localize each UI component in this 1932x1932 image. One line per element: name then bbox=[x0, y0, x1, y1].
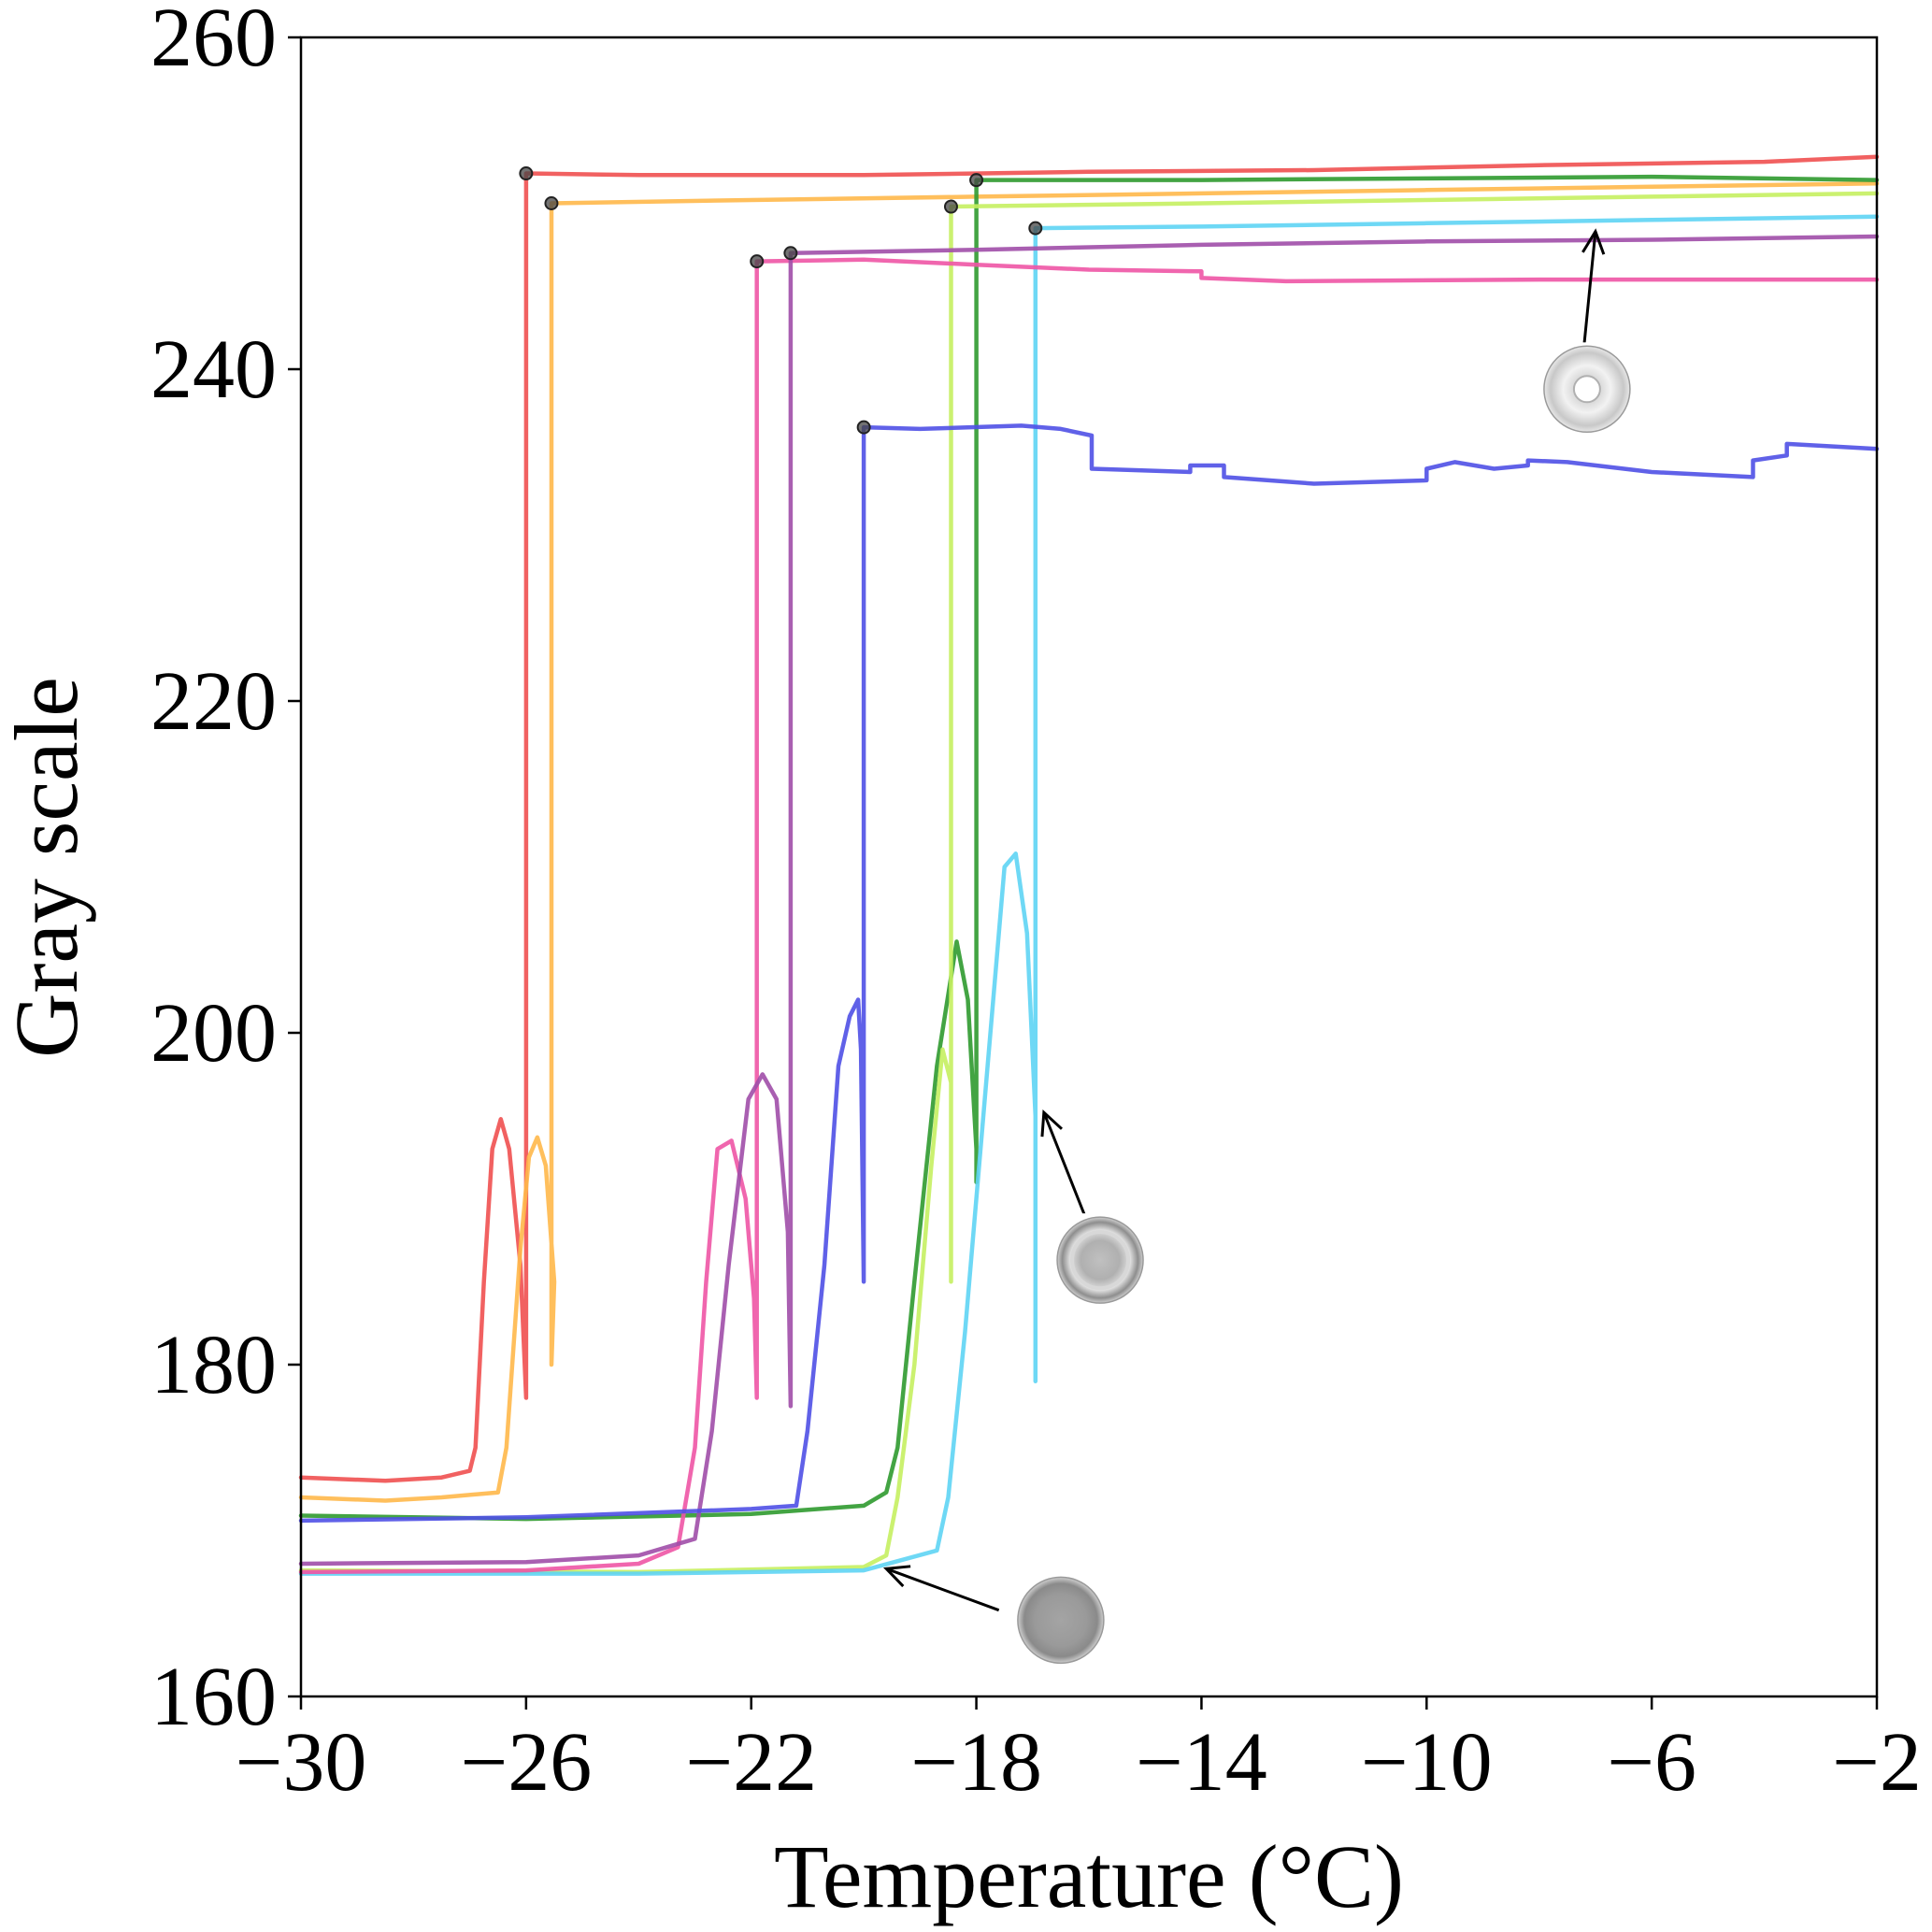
liquid-droplet-image bbox=[1017, 1576, 1105, 1665]
x-tick-label: −6 bbox=[1607, 1716, 1696, 1809]
series-line-5 bbox=[298, 214, 1880, 1576]
y-axis: 160 180 200 220 240 260 bbox=[150, 0, 301, 1743]
series-line-6 bbox=[298, 257, 1880, 1575]
y-axis-label: Gray scale bbox=[0, 677, 96, 1058]
frozen-droplet-inset bbox=[1539, 342, 1634, 436]
freezing-droplet-ring bbox=[1070, 1230, 1131, 1291]
freeze-marker-3 bbox=[969, 173, 984, 188]
annotation-arrowhead-3 bbox=[882, 1565, 911, 1588]
x-axis-label: Temperature (°C) bbox=[774, 1826, 1404, 1926]
x-tick-label: −30 bbox=[236, 1716, 367, 1809]
annotation-arrow-1 bbox=[1582, 231, 1597, 345]
x-tick-label: −18 bbox=[910, 1716, 1042, 1809]
freezing-droplet-inset bbox=[1053, 1213, 1148, 1308]
x-tick-label: −10 bbox=[1361, 1716, 1493, 1809]
series-line-8 bbox=[298, 423, 1880, 1524]
y-tick-label: 260 bbox=[150, 0, 277, 84]
y-tick-label: 200 bbox=[150, 987, 277, 1080]
annotation-arrowhead-2 bbox=[1040, 1109, 1063, 1138]
series-line-3 bbox=[298, 174, 1880, 1522]
annotation-layer bbox=[882, 228, 1634, 1667]
x-tick-label: −22 bbox=[685, 1716, 817, 1809]
series-line-7 bbox=[298, 234, 1880, 1567]
freeze-marker-7 bbox=[783, 246, 798, 261]
freeze-marker-2 bbox=[544, 196, 559, 210]
series-line-2 bbox=[298, 180, 1880, 1503]
marker-layer bbox=[519, 166, 1043, 435]
y-tick-label: 160 bbox=[150, 1651, 277, 1743]
liquid-droplet-inset bbox=[1013, 1573, 1108, 1667]
freeze-marker-6 bbox=[750, 254, 765, 269]
x-tick-label: −2 bbox=[1832, 1716, 1922, 1809]
y-tick-label: 180 bbox=[150, 1319, 277, 1411]
y-tick-label: 220 bbox=[150, 655, 277, 748]
freeze-marker-1 bbox=[519, 166, 534, 181]
freeze-marker-8 bbox=[856, 420, 871, 435]
freezing-droplet-image bbox=[1056, 1216, 1144, 1304]
y-tick-label: 240 bbox=[150, 323, 277, 416]
plot-frame bbox=[299, 36, 1879, 1698]
x-axis: −30 −26 −22 −18 −14 −10 −6 −2 bbox=[236, 1696, 1922, 1809]
series-line-4 bbox=[298, 191, 1880, 1575]
freeze-marker-4 bbox=[943, 199, 958, 214]
annotation-arrowhead-1 bbox=[1581, 228, 1606, 255]
x-tick-label: −26 bbox=[460, 1716, 592, 1809]
x-tick-label: −14 bbox=[1136, 1716, 1267, 1809]
annotation-arrow-3 bbox=[885, 1567, 1000, 1612]
freeze-marker-5 bbox=[1028, 221, 1043, 236]
frozen-droplet-core bbox=[1572, 375, 1601, 404]
series-layer bbox=[298, 154, 1880, 1576]
